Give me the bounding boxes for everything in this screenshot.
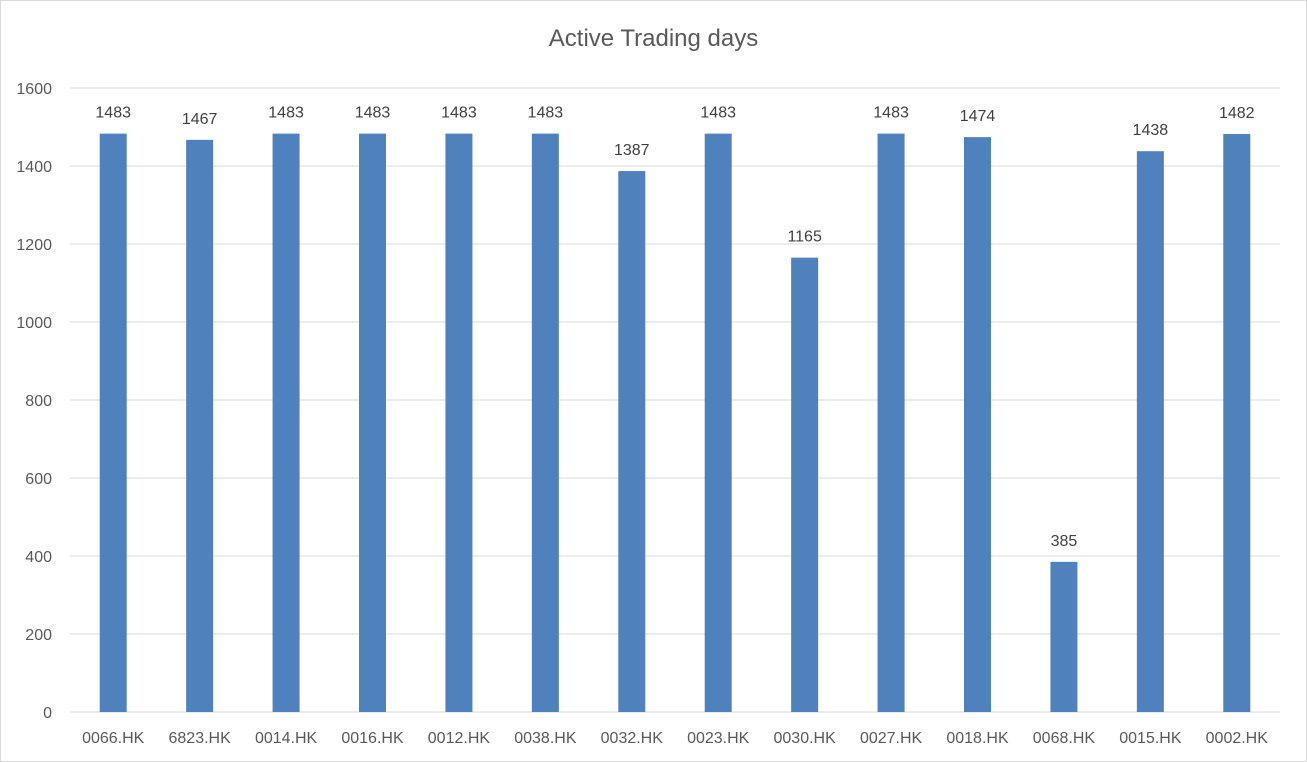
bar (186, 139, 214, 712)
bar (791, 257, 819, 712)
bar (618, 171, 646, 712)
data-label: 1482 (1219, 105, 1255, 122)
data-label: 1467 (182, 111, 218, 128)
y-tick-label: 400 (25, 549, 52, 566)
x-tick-label: 0002.HK (1206, 730, 1269, 747)
y-tick-label: 1600 (16, 81, 52, 98)
data-label: 1483 (441, 105, 477, 122)
bar (1223, 134, 1251, 712)
x-tick-label: 0012.HK (428, 730, 491, 747)
data-label: 1387 (614, 142, 650, 159)
data-label: 1165 (787, 229, 822, 246)
x-tick-label: 0023.HK (687, 730, 750, 747)
bar (964, 137, 991, 712)
bar (877, 133, 905, 712)
x-tick-label: 0027.HK (860, 730, 923, 747)
bar (359, 133, 386, 712)
x-tick-label: 0015.HK (1119, 730, 1182, 747)
data-label: 385 (1051, 533, 1078, 550)
data-label: 1483 (873, 105, 909, 122)
x-tick-label: 0014.HK (255, 730, 318, 747)
bar (704, 133, 732, 712)
y-tick-label: 800 (25, 393, 52, 410)
x-tick-label: 0038.HK (514, 730, 577, 747)
bar (99, 133, 127, 712)
bar (1050, 561, 1078, 712)
y-tick-label: 1400 (16, 159, 52, 176)
y-tick-label: 0 (43, 705, 52, 722)
chart-title: Active Trading days (548, 25, 759, 52)
y-tick-label: 1000 (16, 315, 52, 332)
data-label: 1483 (700, 105, 736, 122)
data-label: 1474 (960, 108, 996, 125)
bar (531, 133, 559, 712)
x-tick-label: 0066.HK (82, 730, 145, 747)
data-label: 1483 (268, 105, 304, 122)
data-label: 1483 (355, 105, 391, 122)
x-tick-label: 6823.HK (169, 730, 232, 747)
bar (1136, 151, 1164, 712)
bar (272, 133, 300, 712)
y-tick-label: 1200 (16, 237, 52, 254)
y-tick-label: 200 (25, 627, 52, 644)
data-label: 1483 (528, 105, 564, 122)
x-tick-label: 0018.HK (946, 730, 1009, 747)
y-tick-label: 600 (25, 471, 52, 488)
data-label: 1483 (95, 105, 131, 122)
data-label: 1438 (1133, 122, 1169, 139)
x-tick-label: 0068.HK (1033, 730, 1096, 747)
x-tick-label: 0016.HK (341, 730, 404, 747)
x-tick-label: 0030.HK (774, 730, 837, 747)
bar (445, 133, 473, 712)
x-tick-label: 0032.HK (601, 730, 664, 747)
